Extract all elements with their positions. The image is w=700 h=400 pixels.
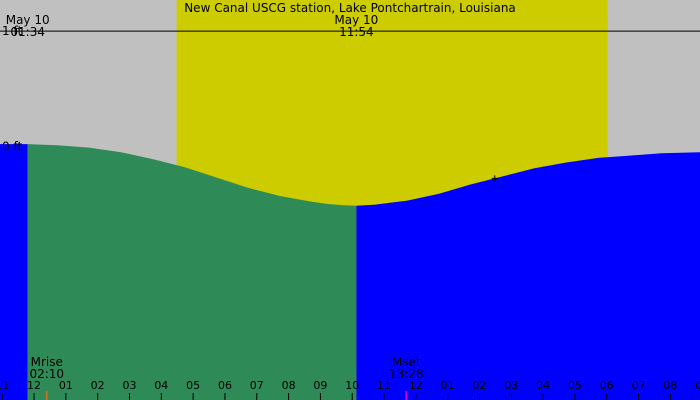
moon-label-1: Mset: [392, 355, 421, 369]
x-tick-label-14: 01: [441, 379, 455, 392]
x-tick-label-16: 03: [504, 379, 518, 392]
tide-area-falling: [27, 144, 357, 400]
tide-marker: [491, 175, 498, 182]
x-tick-label-17: 04: [536, 379, 550, 392]
x-tick-label-9: 08: [282, 379, 296, 392]
x-tick-label-5: 04: [154, 379, 168, 392]
x-tick-label-0: 11: [0, 379, 9, 392]
x-tick-label-15: 02: [473, 379, 487, 392]
x-tick-label-20: 07: [632, 379, 646, 392]
x-tick-label-2: 01: [59, 379, 73, 392]
extreme-time-1: 11:54: [339, 25, 374, 39]
x-tick-label-12: 11: [377, 379, 391, 392]
extreme-date-0: May 10: [6, 13, 50, 27]
chart-title: New Canal USCG station, Lake Pontchartra…: [184, 1, 516, 15]
x-tick-label-8: 07: [250, 379, 264, 392]
x-tick-label-6: 05: [186, 379, 200, 392]
tide-area-rising-2: [356, 152, 700, 400]
x-tick-label-13: 12: [409, 379, 423, 392]
extreme-time-0: 01:34: [10, 25, 45, 39]
x-tick-label-3: 02: [91, 379, 105, 392]
moon-time-0: 02:10: [29, 367, 64, 381]
x-tick-label-19: 06: [600, 379, 614, 392]
x-tick-label-22: 09: [695, 379, 700, 392]
extreme-date-1: May 10: [334, 13, 378, 27]
moon-time-1: 13:28: [389, 367, 424, 381]
x-tick-label-4: 03: [123, 379, 137, 392]
ref-label-1: 0 ft: [2, 139, 22, 153]
x-tick-label-1: 12: [27, 379, 41, 392]
x-tick-label-11: 10: [345, 379, 359, 392]
x-tick-label-10: 09: [313, 379, 327, 392]
ref-label-0: 1 ft: [2, 24, 22, 38]
tide-area-rising-1: [0, 144, 28, 400]
x-tick-label-18: 05: [568, 379, 582, 392]
x-tick-label-7: 06: [218, 379, 232, 392]
x-tick-label-21: 08: [663, 379, 677, 392]
moon-label-0: Mrise: [31, 355, 63, 369]
